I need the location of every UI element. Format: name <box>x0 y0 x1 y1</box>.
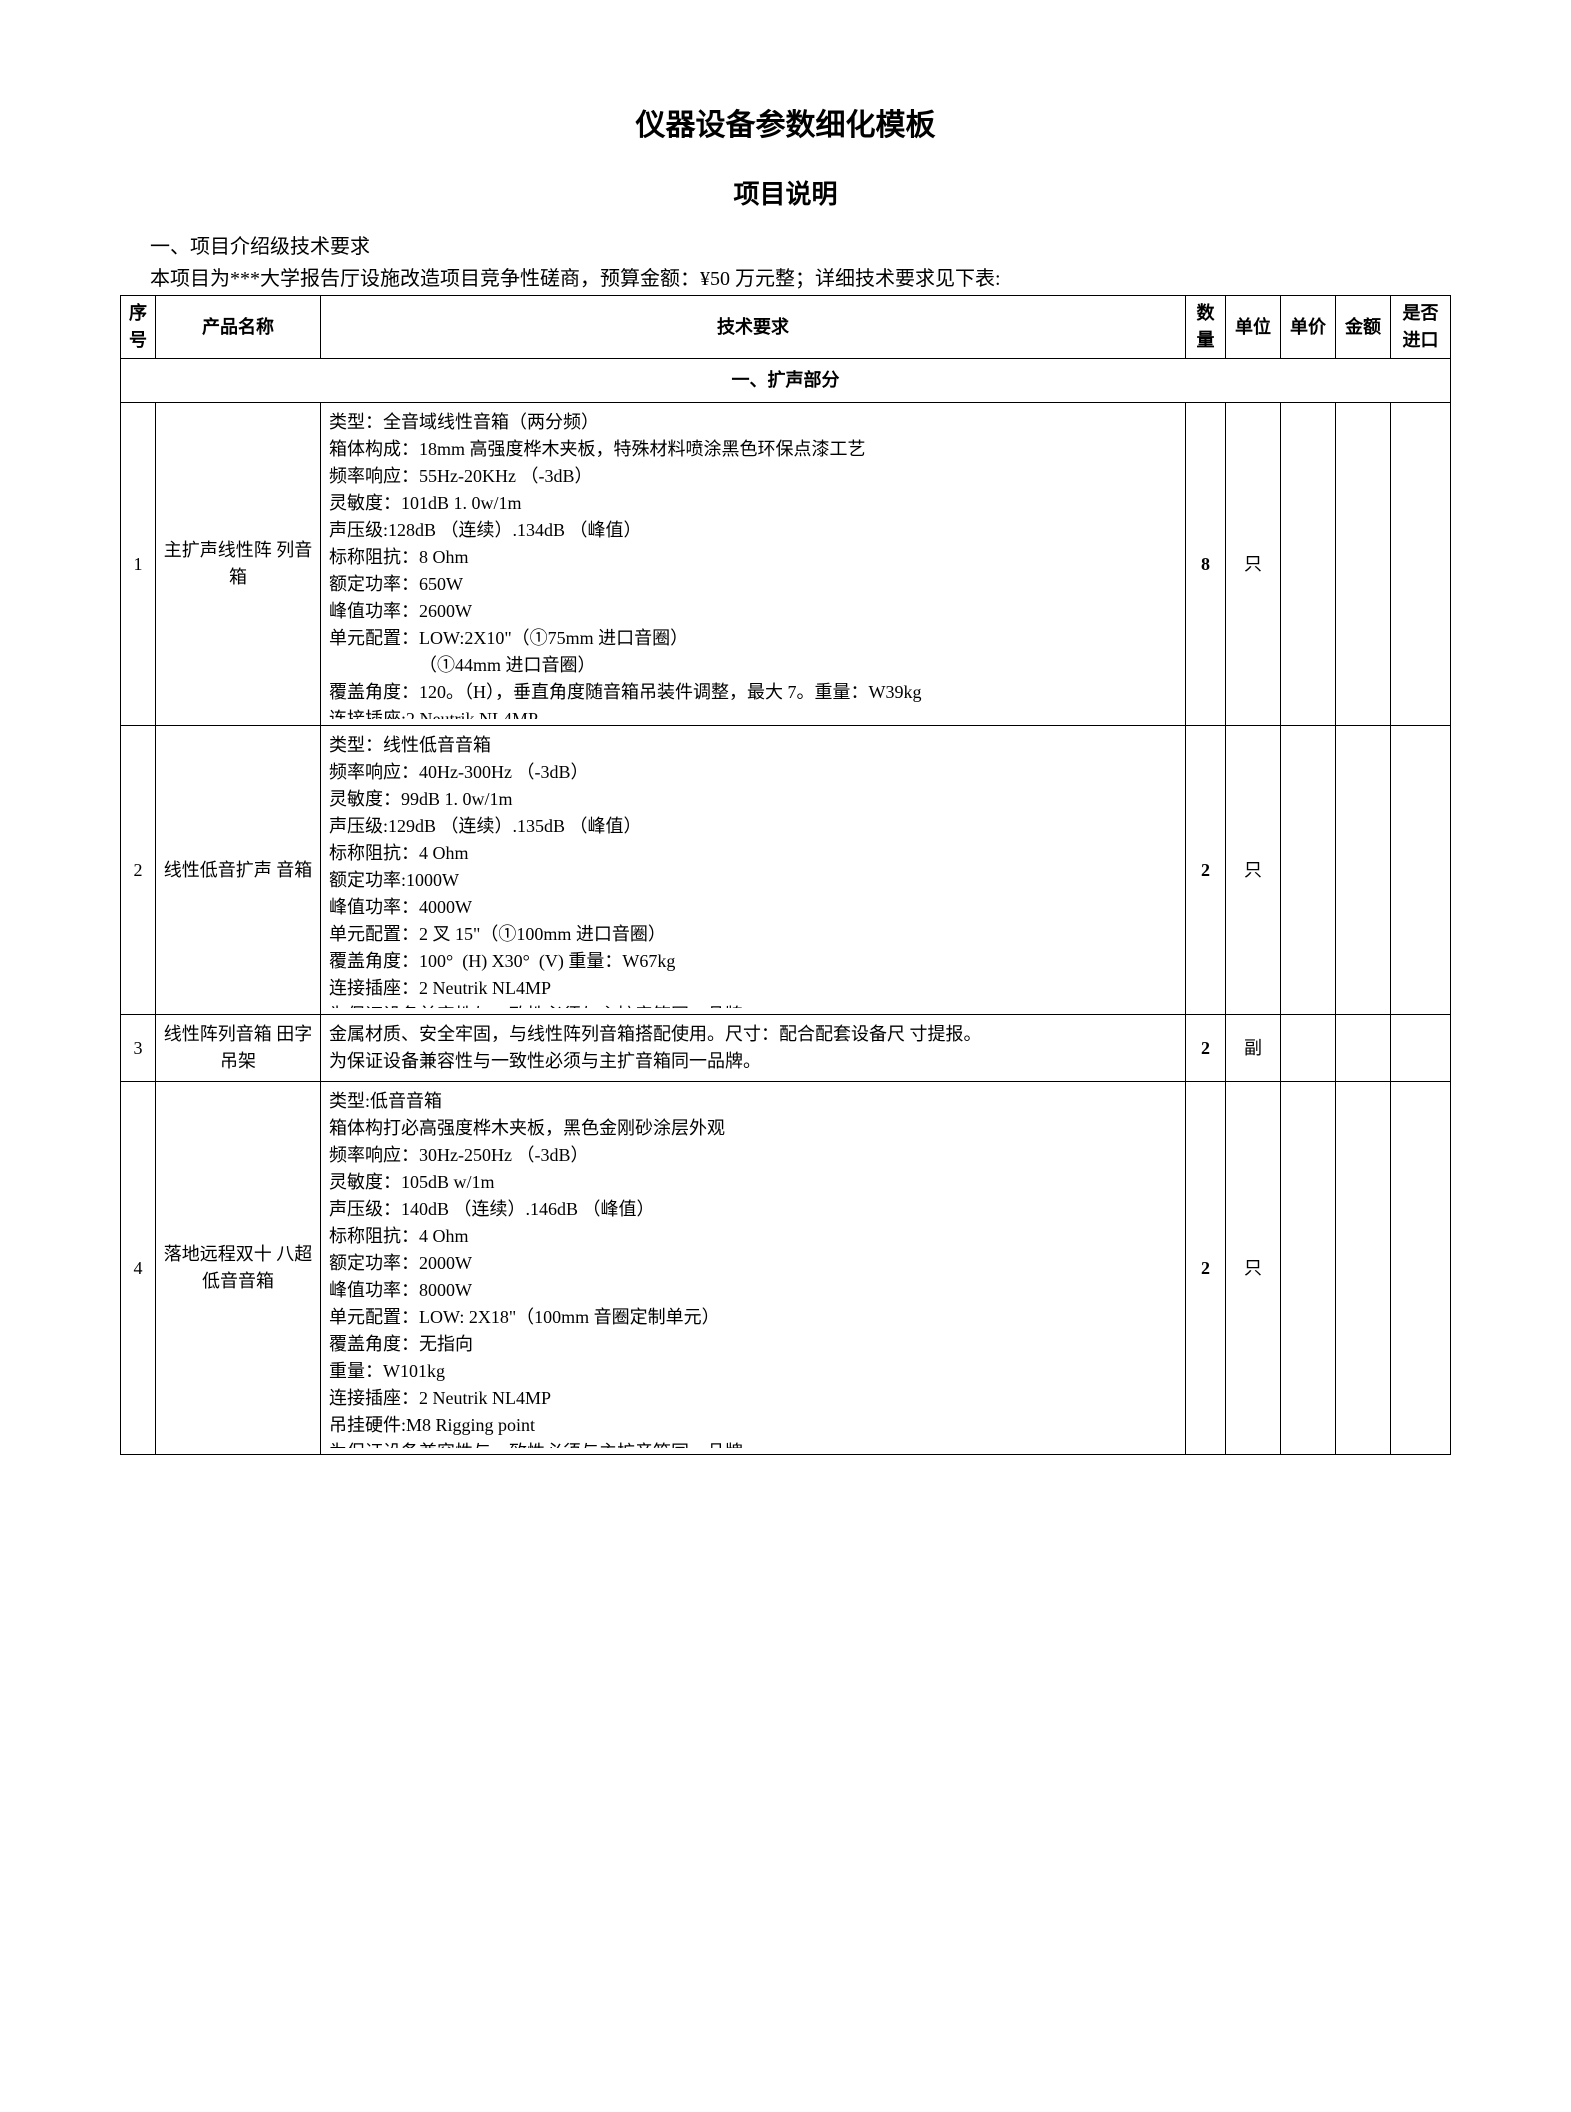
req-line: 为保证设备兼容性与一致性必须与主扩音箱同一品牌 <box>329 1439 1177 1448</box>
cell-amount <box>1336 726 1391 1015</box>
col-import: 是否进口 <box>1391 296 1451 359</box>
cell-price <box>1281 726 1336 1015</box>
cell-import <box>1391 1082 1451 1455</box>
cell-unit: 只 <box>1226 1082 1281 1455</box>
cell-seq: 3 <box>121 1015 156 1082</box>
req-line: 吊挂硬件:M8 Rigging point <box>329 1412 1177 1439</box>
cell-qty: 2 <box>1186 726 1226 1015</box>
req-line: 类型:低音音箱 <box>329 1088 1177 1115</box>
cell-amount <box>1336 1015 1391 1082</box>
section-title: 一、扩声部分 <box>121 359 1451 403</box>
cell-price <box>1281 403 1336 726</box>
req-line: 为保证设备兼容性与一致性必须与主扩音箱同一品牌。 <box>329 1048 1177 1075</box>
col-seq: 序号 <box>121 296 156 359</box>
col-amount: 金额 <box>1336 296 1391 359</box>
table-row: 2线性低音扩声 音箱类型：线性低音音箱频率响应：40Hz-300Hz （-3dB… <box>121 726 1451 1015</box>
col-price: 单价 <box>1281 296 1336 359</box>
col-qty: 数量 <box>1186 296 1226 359</box>
cell-seq: 4 <box>121 1082 156 1455</box>
cell-name: 线性低音扩声 音箱 <box>156 726 321 1015</box>
cell-name: 线性阵列音箱 田字吊架 <box>156 1015 321 1082</box>
col-unit: 单位 <box>1226 296 1281 359</box>
cell-amount <box>1336 1082 1391 1455</box>
req-line: 频率响应：40Hz-300Hz （-3dB） <box>329 759 1177 786</box>
cell-qty: 2 <box>1186 1082 1226 1455</box>
cell-qty: 8 <box>1186 403 1226 726</box>
cell-unit: 只 <box>1226 726 1281 1015</box>
req-line: 单元配置：LOW: 2X18"（100mm 音圈定制单元） <box>329 1304 1177 1331</box>
req-line: 声压级:129dB （连续）.135dB （峰值） <box>329 813 1177 840</box>
req-line: 类型：线性低音音箱 <box>329 732 1177 759</box>
req-line: 单元配置：2 叉 15"（①100mm 进口音圈） <box>329 921 1177 948</box>
req-line: 额定功率:1000W <box>329 867 1177 894</box>
req-line: 覆盖角度：100° (H) X30° (V) 重量：W67kg <box>329 948 1177 975</box>
intro-body: 本项目为***大学报告厅设施改造项目竞争性磋商，预算金额：¥50 万元整；详细技… <box>150 263 1451 295</box>
req-line: 金属材质、安全牢固，与线性阵列音箱搭配使用。尺寸：配合配套设备尺 寸提报。 <box>329 1021 1177 1048</box>
req-line: 额定功率：2000W <box>329 1250 1177 1277</box>
cell-name: 主扩声线性阵 列音箱 <box>156 403 321 726</box>
req-line: 峰值功率：4000W <box>329 894 1177 921</box>
req-line: 频率响应：55Hz-20KHz （-3dB） <box>329 463 1177 490</box>
cell-unit: 只 <box>1226 403 1281 726</box>
cell-import <box>1391 1015 1451 1082</box>
req-line: 峰值功率：8000W <box>329 1277 1177 1304</box>
req-line: （①44mm 进口音圈） <box>329 652 1177 679</box>
table-header-row: 序号 产品名称 技术要求 数量 单位 单价 金额 是否进口 <box>121 296 1451 359</box>
cell-requirements: 金属材质、安全牢固，与线性阵列音箱搭配使用。尺寸：配合配套设备尺 寸提报。为保证… <box>321 1015 1186 1082</box>
req-line: 灵敏度：101dB 1. 0w/1m <box>329 490 1177 517</box>
cell-amount <box>1336 403 1391 726</box>
req-line: 为保证设备兼容性与一致性必须与主扩音箱同一品牌 <box>329 1002 1177 1008</box>
req-line: 声压级:128dB （连续）.134dB （峰值） <box>329 517 1177 544</box>
cell-price <box>1281 1015 1336 1082</box>
cell-import <box>1391 403 1451 726</box>
req-line: 灵敏度：105dB w/1m <box>329 1169 1177 1196</box>
cell-import <box>1391 726 1451 1015</box>
req-line: 标称阻抗：4 Ohm <box>329 1223 1177 1250</box>
req-line: 峰值功率：2600W <box>329 598 1177 625</box>
req-line: 声压级：140dB （连续）.146dB （峰值） <box>329 1196 1177 1223</box>
cell-price <box>1281 1082 1336 1455</box>
req-line: 覆盖角度：120。（H），垂直角度随音箱吊装件调整，最大 7。重量：W39kg <box>329 679 1177 706</box>
cell-requirements: 类型：线性低音音箱频率响应：40Hz-300Hz （-3dB）灵敏度：99dB … <box>321 726 1186 1015</box>
req-line: 箱体构打必高强度桦木夹板，黑色金刚砂涂层外观 <box>329 1115 1177 1142</box>
col-req: 技术要求 <box>321 296 1186 359</box>
cell-name: 落地远程双十 八超低音音箱 <box>156 1082 321 1455</box>
cell-qty: 2 <box>1186 1015 1226 1082</box>
req-line: 连接插座：2 Neutrik NL4MP <box>329 1385 1177 1412</box>
req-line: 重量：W101kg <box>329 1358 1177 1385</box>
doc-title: 仪器设备参数细化模板 <box>120 100 1451 144</box>
section-header-row: 一、扩声部分 <box>121 359 1451 403</box>
req-line: 连接插座:2 Neutrik NL4MP <box>329 706 1177 719</box>
spec-table: 序号 产品名称 技术要求 数量 单位 单价 金额 是否进口 一、扩声部分 1主扩… <box>120 295 1451 1455</box>
req-line: 频率响应：30Hz-250Hz （-3dB） <box>329 1142 1177 1169</box>
cell-unit: 副 <box>1226 1015 1281 1082</box>
req-line: 覆盖角度：无指向 <box>329 1331 1177 1358</box>
doc-subtitle: 项目说明 <box>120 174 1451 211</box>
req-line: 额定功率：650W <box>329 571 1177 598</box>
table-row: 1主扩声线性阵 列音箱类型：全音域线性音箱（两分频）箱体构成：18mm 高强度桦… <box>121 403 1451 726</box>
req-line: 单元配置：LOW:2X10"（①75mm 进口音圈） <box>329 625 1177 652</box>
intro-heading: 一、项目介绍级技术要求 <box>150 231 1451 263</box>
req-line: 标称阻抗：4 Ohm <box>329 840 1177 867</box>
table-row: 3线性阵列音箱 田字吊架金属材质、安全牢固，与线性阵列音箱搭配使用。尺寸：配合配… <box>121 1015 1451 1082</box>
req-line: 类型：全音域线性音箱（两分频） <box>329 409 1177 436</box>
req-line: 标称阻抗：8 Ohm <box>329 544 1177 571</box>
req-line: 连接插座：2 Neutrik NL4MP <box>329 975 1177 1002</box>
cell-seq: 2 <box>121 726 156 1015</box>
req-line: 灵敏度：99dB 1. 0w/1m <box>329 786 1177 813</box>
cell-requirements: 类型:低音音箱箱体构打必高强度桦木夹板，黑色金刚砂涂层外观频率响应：30Hz-2… <box>321 1082 1186 1455</box>
col-name: 产品名称 <box>156 296 321 359</box>
cell-requirements: 类型：全音域线性音箱（两分频）箱体构成：18mm 高强度桦木夹板，特殊材料喷涂黑… <box>321 403 1186 726</box>
table-row: 4落地远程双十 八超低音音箱类型:低音音箱箱体构打必高强度桦木夹板，黑色金刚砂涂… <box>121 1082 1451 1455</box>
cell-seq: 1 <box>121 403 156 726</box>
req-line: 箱体构成：18mm 高强度桦木夹板，特殊材料喷涂黑色环保点漆工艺 <box>329 436 1177 463</box>
